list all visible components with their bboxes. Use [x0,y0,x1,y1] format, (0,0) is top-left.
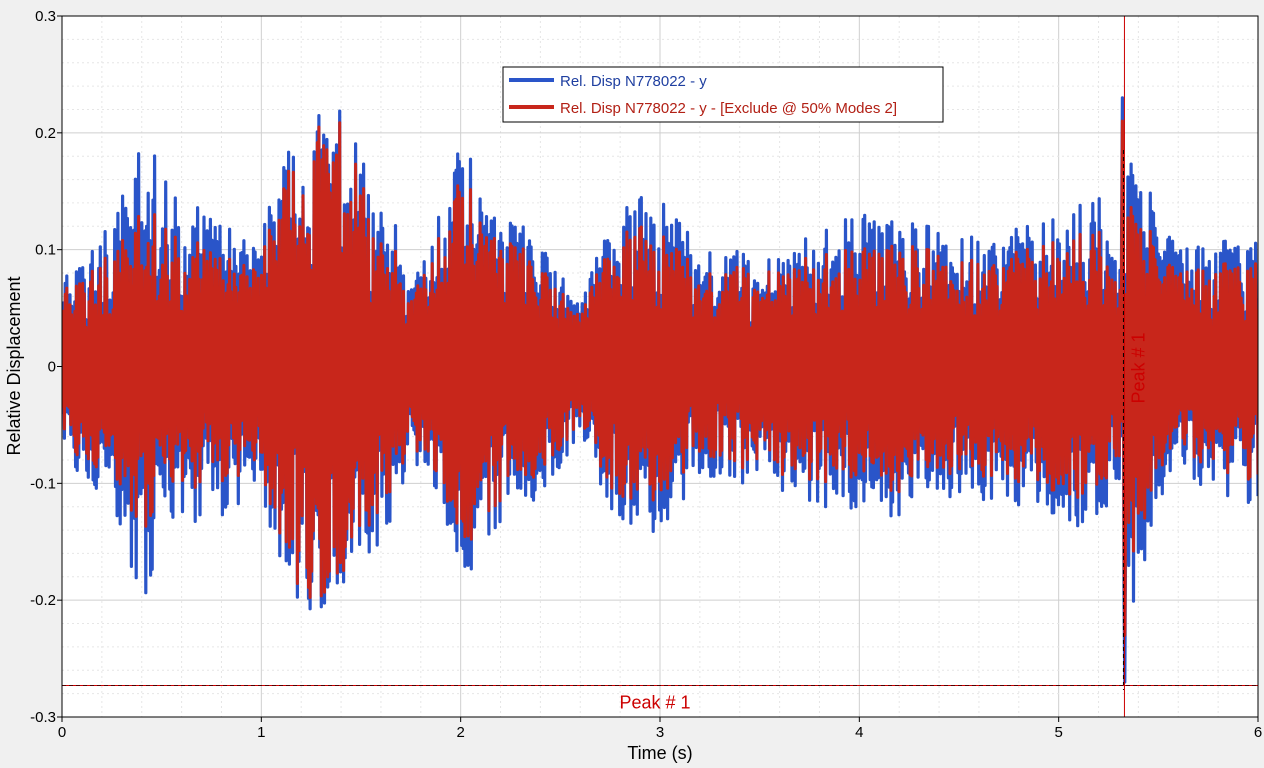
annotation-layer: Peak # 1 Peak # 1 [62,16,1258,717]
y-tick-label: 0 [48,359,56,376]
y-tick-label: -0.3 [30,709,56,726]
peak-label-vertical: Peak # 1 [1128,332,1148,403]
series-line-2 [62,119,1258,637]
y-tick-label: -0.1 [30,475,56,492]
y-axis-label: Relative Displacement [4,276,24,455]
legend-box [502,66,944,123]
legend-entry-series-2: Rel. Disp N778022 - y - [Exclude @ 50% M… [560,100,897,117]
y-tick-label: 0.2 [35,125,56,142]
x-axis-label: Time (s) [627,743,692,763]
series-layer [62,96,1258,684]
x-tick-label: 3 [656,724,664,741]
x-tick-label: 2 [456,724,464,741]
legend[interactable]: Rel. Disp N778022 - y Rel. Disp N778022 … [502,66,944,123]
x-tick-label: 1 [257,724,265,741]
x-tick-label: 5 [1054,724,1062,741]
x-tick-label: 0 [58,724,66,741]
x-tick-label: 4 [855,724,863,741]
axis-ticks: 0 1 2 3 4 5 6 -0.3 -0.2 -0.1 0 0.1 0.2 0.3 [30,8,1262,741]
peak-label-horizontal: Peak # 1 [619,692,690,712]
y-tick-label: 0.1 [35,242,56,259]
legend-entry-series-1: Rel. Disp N778022 - y [560,73,707,90]
x-tick-label: 6 [1254,724,1262,741]
y-tick-label: 0.3 [35,8,56,25]
y-tick-label: -0.2 [30,592,56,609]
